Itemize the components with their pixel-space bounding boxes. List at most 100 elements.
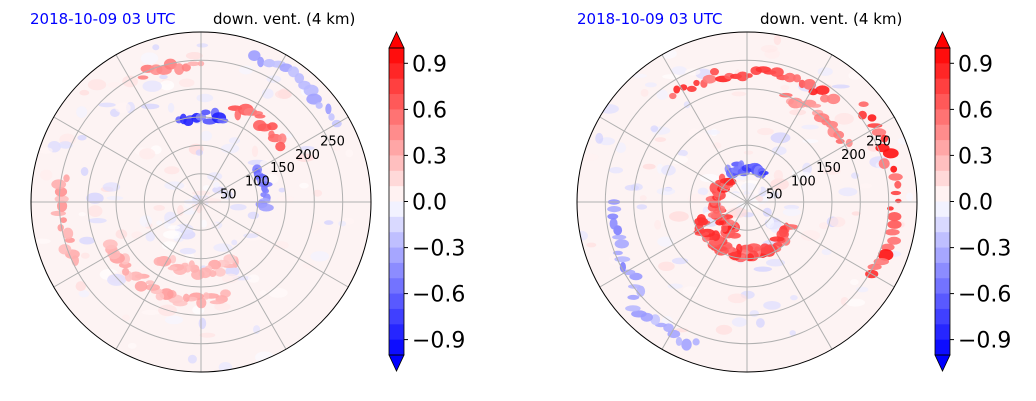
field-feature-blob (887, 236, 901, 245)
field-speckle (247, 274, 260, 283)
field-feature-blob (169, 254, 177, 264)
colorbar-level (935, 201, 950, 218)
field-feature-blob (887, 220, 902, 229)
colorbar-level (935, 232, 950, 249)
field-speckle (196, 43, 209, 48)
radial-tick-label: 50 (220, 188, 237, 203)
panel-right-colorbar-ticks: 0.9 0.6 0.3 0.0 −0.3 −0.6 −0.9 (950, 52, 1011, 354)
field-speckle (127, 342, 137, 349)
field-speckle (677, 149, 688, 157)
field-speckle (757, 127, 774, 136)
radial-tick-label: 150 (816, 161, 841, 176)
field-speckle (650, 125, 659, 132)
field-feature-blob (673, 85, 681, 94)
colorbar-tick-label: −0.6 (412, 283, 465, 308)
field-speckle (770, 132, 791, 144)
grid-spoke (115, 54, 202, 203)
field-speckle (332, 146, 341, 151)
field-feature-blob (783, 72, 796, 83)
panel-left-variable-title: down. vent. (4 km) (213, 10, 355, 28)
field-feature-blob (826, 93, 841, 105)
field-feature-blob (155, 292, 165, 301)
field-feature-blob (60, 217, 67, 224)
colorbar-level (389, 170, 404, 187)
field-speckle (821, 248, 832, 256)
colorbar-level (389, 216, 404, 233)
field-speckle (79, 236, 95, 245)
field-speckle (247, 211, 259, 220)
field-speckle (130, 350, 141, 356)
field-speckle (345, 149, 354, 158)
grid-spoke (746, 201, 895, 288)
field-feature-blob (102, 239, 118, 250)
grid-spoke (661, 54, 748, 203)
field-speckle (212, 186, 225, 194)
field-speckle (851, 211, 861, 216)
field-speckle (230, 204, 247, 211)
colorbar-level (935, 339, 950, 356)
field-feature-blob (258, 203, 274, 212)
field-feature-blob (622, 269, 636, 276)
field-speckle (845, 298, 866, 307)
panel-right-colorbar (934, 31, 951, 372)
field-speckle (640, 89, 649, 97)
field-speckle (801, 124, 819, 130)
field-feature-blob (867, 123, 883, 128)
colorbar-level (935, 155, 950, 172)
field-speckle (272, 241, 289, 250)
grid-spoke (200, 116, 349, 203)
field-feature-blob (636, 285, 646, 297)
field-feature-blob (627, 294, 640, 300)
field-speckle (80, 167, 89, 176)
field-speckle (657, 236, 674, 247)
panel-left-colorbar-ticks: 0.9 0.6 0.3 0.0 −0.3 −0.6 −0.9 (404, 52, 465, 354)
field-feature-blob (63, 174, 70, 183)
grid-spoke (115, 201, 202, 350)
field-speckle (167, 225, 180, 230)
panel-left-date-title: 2018-10-09 03 UTC (30, 10, 176, 28)
field-speckle (139, 148, 156, 160)
field-speckle (278, 187, 286, 193)
field-speckle (152, 44, 160, 51)
field-speckle (278, 88, 292, 99)
field-speckle (145, 231, 155, 242)
field-speckle (715, 324, 733, 335)
field-feature-blob (254, 114, 266, 119)
field-feature-blob (826, 120, 838, 129)
grid-spoke (599, 201, 748, 288)
field-speckle (850, 279, 859, 286)
field-speckle (164, 211, 177, 224)
field-speckle (207, 172, 223, 181)
grid-spoke (746, 54, 833, 203)
field-feature-blob (612, 234, 627, 240)
field-speckle (107, 82, 122, 88)
colorbar-level (389, 262, 404, 279)
colorbar-tick-label: 0.0 (412, 191, 447, 216)
field-speckle (724, 192, 745, 203)
colorbar-level (935, 94, 950, 110)
panel-right-polar-frame (576, 31, 918, 373)
field-speckle (727, 293, 747, 304)
field-speckle (682, 286, 699, 297)
field-speckle (115, 229, 128, 239)
field-speckle (222, 190, 233, 200)
field-feature-blob (894, 180, 902, 189)
field-speckle (636, 204, 648, 210)
field-speckle (213, 243, 233, 252)
colorbar-level (389, 324, 404, 341)
colorbar-level (389, 63, 404, 80)
field-speckle (78, 212, 86, 217)
field-feature-blob (888, 173, 903, 181)
field-feature-blob (882, 148, 899, 159)
field-speckle (632, 73, 647, 78)
colorbar-level (935, 109, 950, 126)
field-feature-blob (878, 249, 894, 261)
field-speckle (183, 209, 196, 215)
field-speckle (195, 149, 204, 156)
field-speckle (98, 102, 116, 108)
field-feature-blob (858, 101, 869, 107)
field-speckle (780, 84, 790, 91)
field-speckle (654, 137, 667, 143)
field-speckle (81, 252, 90, 259)
